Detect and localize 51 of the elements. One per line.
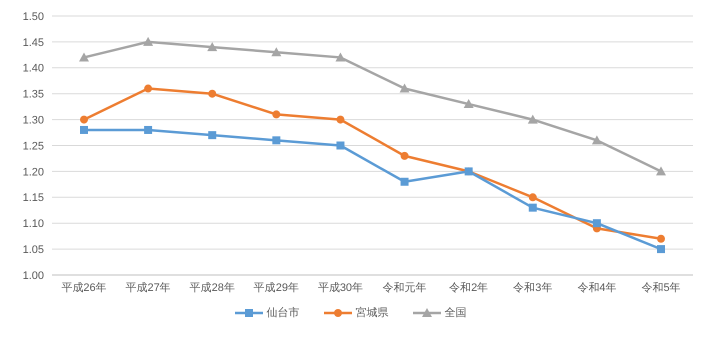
point xyxy=(144,84,152,93)
point xyxy=(657,245,665,254)
x-tick-label: 令和2年 xyxy=(449,280,488,294)
point xyxy=(592,219,601,228)
point xyxy=(400,152,409,160)
y-tick-label: 1.10 xyxy=(22,218,44,230)
point xyxy=(528,193,537,202)
x-tick-label: 平成30年 xyxy=(318,280,364,294)
point xyxy=(400,178,409,186)
point xyxy=(335,52,346,62)
point xyxy=(336,116,344,124)
legend-label: 宮城県 xyxy=(354,306,388,320)
point xyxy=(80,116,88,124)
point xyxy=(336,142,344,150)
point xyxy=(592,135,602,144)
point xyxy=(207,42,218,52)
y-tick-label: 1.15 xyxy=(22,192,44,204)
point xyxy=(79,52,89,62)
point xyxy=(271,47,282,56)
point xyxy=(400,84,410,93)
point xyxy=(272,136,280,144)
x-tick-label: 平成28年 xyxy=(190,280,235,294)
x-tick-label: 令和3年 xyxy=(513,280,552,294)
y-tick-label: 1.35 xyxy=(22,88,44,101)
legend-label: 仙台市 xyxy=(266,306,300,320)
x-tick-label: 平成27年 xyxy=(125,280,171,294)
x-tick-label: 平成29年 xyxy=(254,280,299,294)
point xyxy=(528,204,537,212)
y-tick-label: 1.20 xyxy=(22,166,44,178)
y-tick-label: 1.05 xyxy=(22,244,44,256)
point xyxy=(80,126,88,134)
x-tick-label: 令和5年 xyxy=(641,280,681,294)
y-tick-label: 1.00 xyxy=(22,270,44,282)
point xyxy=(208,131,216,140)
legend-label: 全国 xyxy=(444,306,466,320)
point xyxy=(144,126,152,134)
y-tick-label: 1.50 xyxy=(22,10,44,23)
y-tick-label: 1.45 xyxy=(22,36,44,49)
x-tick-label: 令和元年 xyxy=(382,280,427,294)
x-tick-label: 平成26年 xyxy=(61,280,107,294)
y-tick-label: 1.25 xyxy=(22,140,44,152)
point xyxy=(528,114,538,124)
point xyxy=(208,90,216,98)
y-tick-label: 1.40 xyxy=(22,62,44,75)
point xyxy=(656,166,666,176)
point xyxy=(143,36,154,46)
point xyxy=(464,99,474,108)
point xyxy=(272,110,280,118)
y-tick-label: 1.30 xyxy=(22,114,44,127)
point xyxy=(657,234,665,243)
x-tick-label: 令和4年 xyxy=(577,280,616,294)
